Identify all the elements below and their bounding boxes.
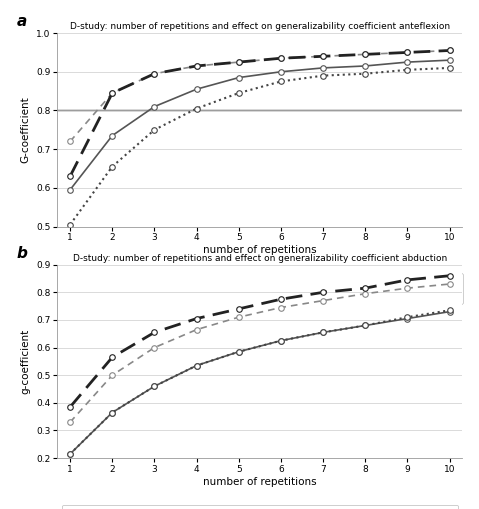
Title: D-study: number of repetitions and effect on generalizability coefficient antefl: D-study: number of repetitions and effec… [70, 22, 450, 31]
Text: b: b [17, 246, 28, 261]
X-axis label: number of repetitions: number of repetitions [203, 477, 317, 487]
Y-axis label: g-coefficient: g-coefficient [21, 329, 31, 394]
Legend: abduction / rotation affected test, abduction / rotation contralateral test, abd: abduction / rotation affected test, abdu… [62, 505, 457, 509]
Legend: anteflexion / rotation affected test, anteflexion / rotation contralateral test,: anteflexion / rotation affected test, an… [57, 273, 463, 304]
Title: D-study: number of repetitions and effect on generalizability coefficient abduct: D-study: number of repetitions and effec… [73, 253, 447, 263]
Text: a: a [17, 14, 27, 29]
X-axis label: number of repetitions: number of repetitions [203, 245, 317, 255]
Y-axis label: G-coefficient: G-coefficient [21, 96, 31, 163]
